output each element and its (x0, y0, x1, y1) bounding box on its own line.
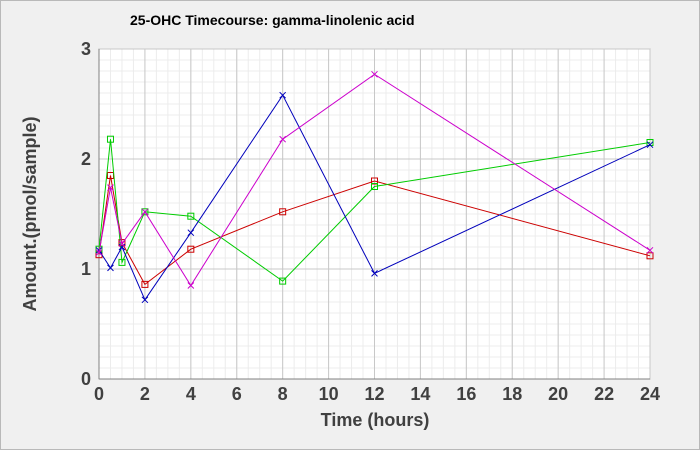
x-tick-label: 0 (94, 384, 104, 404)
data-point-x (141, 296, 149, 304)
data-point-square (118, 258, 126, 266)
data-point-x (187, 282, 195, 289)
data-point-square (279, 208, 287, 216)
x-tick-label: 24 (640, 384, 660, 404)
data-point-square (106, 135, 114, 143)
axes (98, 49, 650, 380)
data-point-x (371, 70, 378, 78)
y-tick-labels: 0 1 2 3 (81, 39, 91, 389)
data-point-x (107, 184, 114, 191)
data-point-x (107, 264, 114, 272)
data-point-square (646, 139, 654, 146)
x-tick-label: 12 (364, 384, 384, 404)
data-point-square (187, 212, 195, 220)
x-tick-label: 10 (319, 384, 339, 404)
y-tick-label: 2 (81, 149, 91, 169)
data-point-square (187, 245, 195, 253)
y-tick-label: 1 (81, 259, 91, 279)
x-tick-label: 20 (548, 384, 568, 404)
data-point-x (646, 246, 654, 254)
data-point-x (141, 208, 149, 216)
series-line (98, 139, 651, 282)
series-layer (95, 70, 654, 304)
data-point-x (95, 249, 103, 256)
x-tick-label: 2 (140, 384, 150, 404)
grid-major (98, 48, 651, 380)
data-point-x (371, 270, 378, 277)
data-point-square (118, 239, 126, 247)
data-point-square (371, 183, 378, 190)
series-line (98, 94, 651, 301)
data-point-x (646, 141, 654, 149)
x-tick-label: 14 (410, 384, 430, 404)
x-axis-label: Time (hours) (321, 410, 430, 430)
data-point-square (279, 277, 287, 285)
series-3 (95, 70, 654, 289)
series-1 (95, 135, 654, 285)
series-line (98, 73, 651, 287)
data-point-x (279, 135, 287, 143)
y-tick-label: 0 (81, 369, 91, 389)
x-tick-label: 18 (502, 384, 522, 404)
data-point-square (646, 252, 654, 260)
x-tick-label: 4 (186, 384, 196, 404)
data-point-square (141, 280, 149, 288)
x-tick-labels: 0 2 4 6 8 10 12 14 16 18 20 22 24 (94, 384, 660, 404)
y-axis-label: Amount.(pmol/sample) (20, 116, 40, 311)
x-tick-label: 8 (278, 384, 288, 404)
data-point-x (187, 229, 195, 237)
data-point-x (279, 91, 287, 99)
x-tick-label: 22 (594, 384, 614, 404)
y-tick-label: 3 (81, 39, 91, 59)
x-tick-label: 6 (232, 384, 242, 404)
chart-title: 25-OHC Timecourse: gamma-linolenic acid (130, 12, 415, 28)
x-tick-label: 16 (456, 384, 476, 404)
data-point-square (141, 208, 149, 216)
data-point-x (118, 240, 126, 248)
